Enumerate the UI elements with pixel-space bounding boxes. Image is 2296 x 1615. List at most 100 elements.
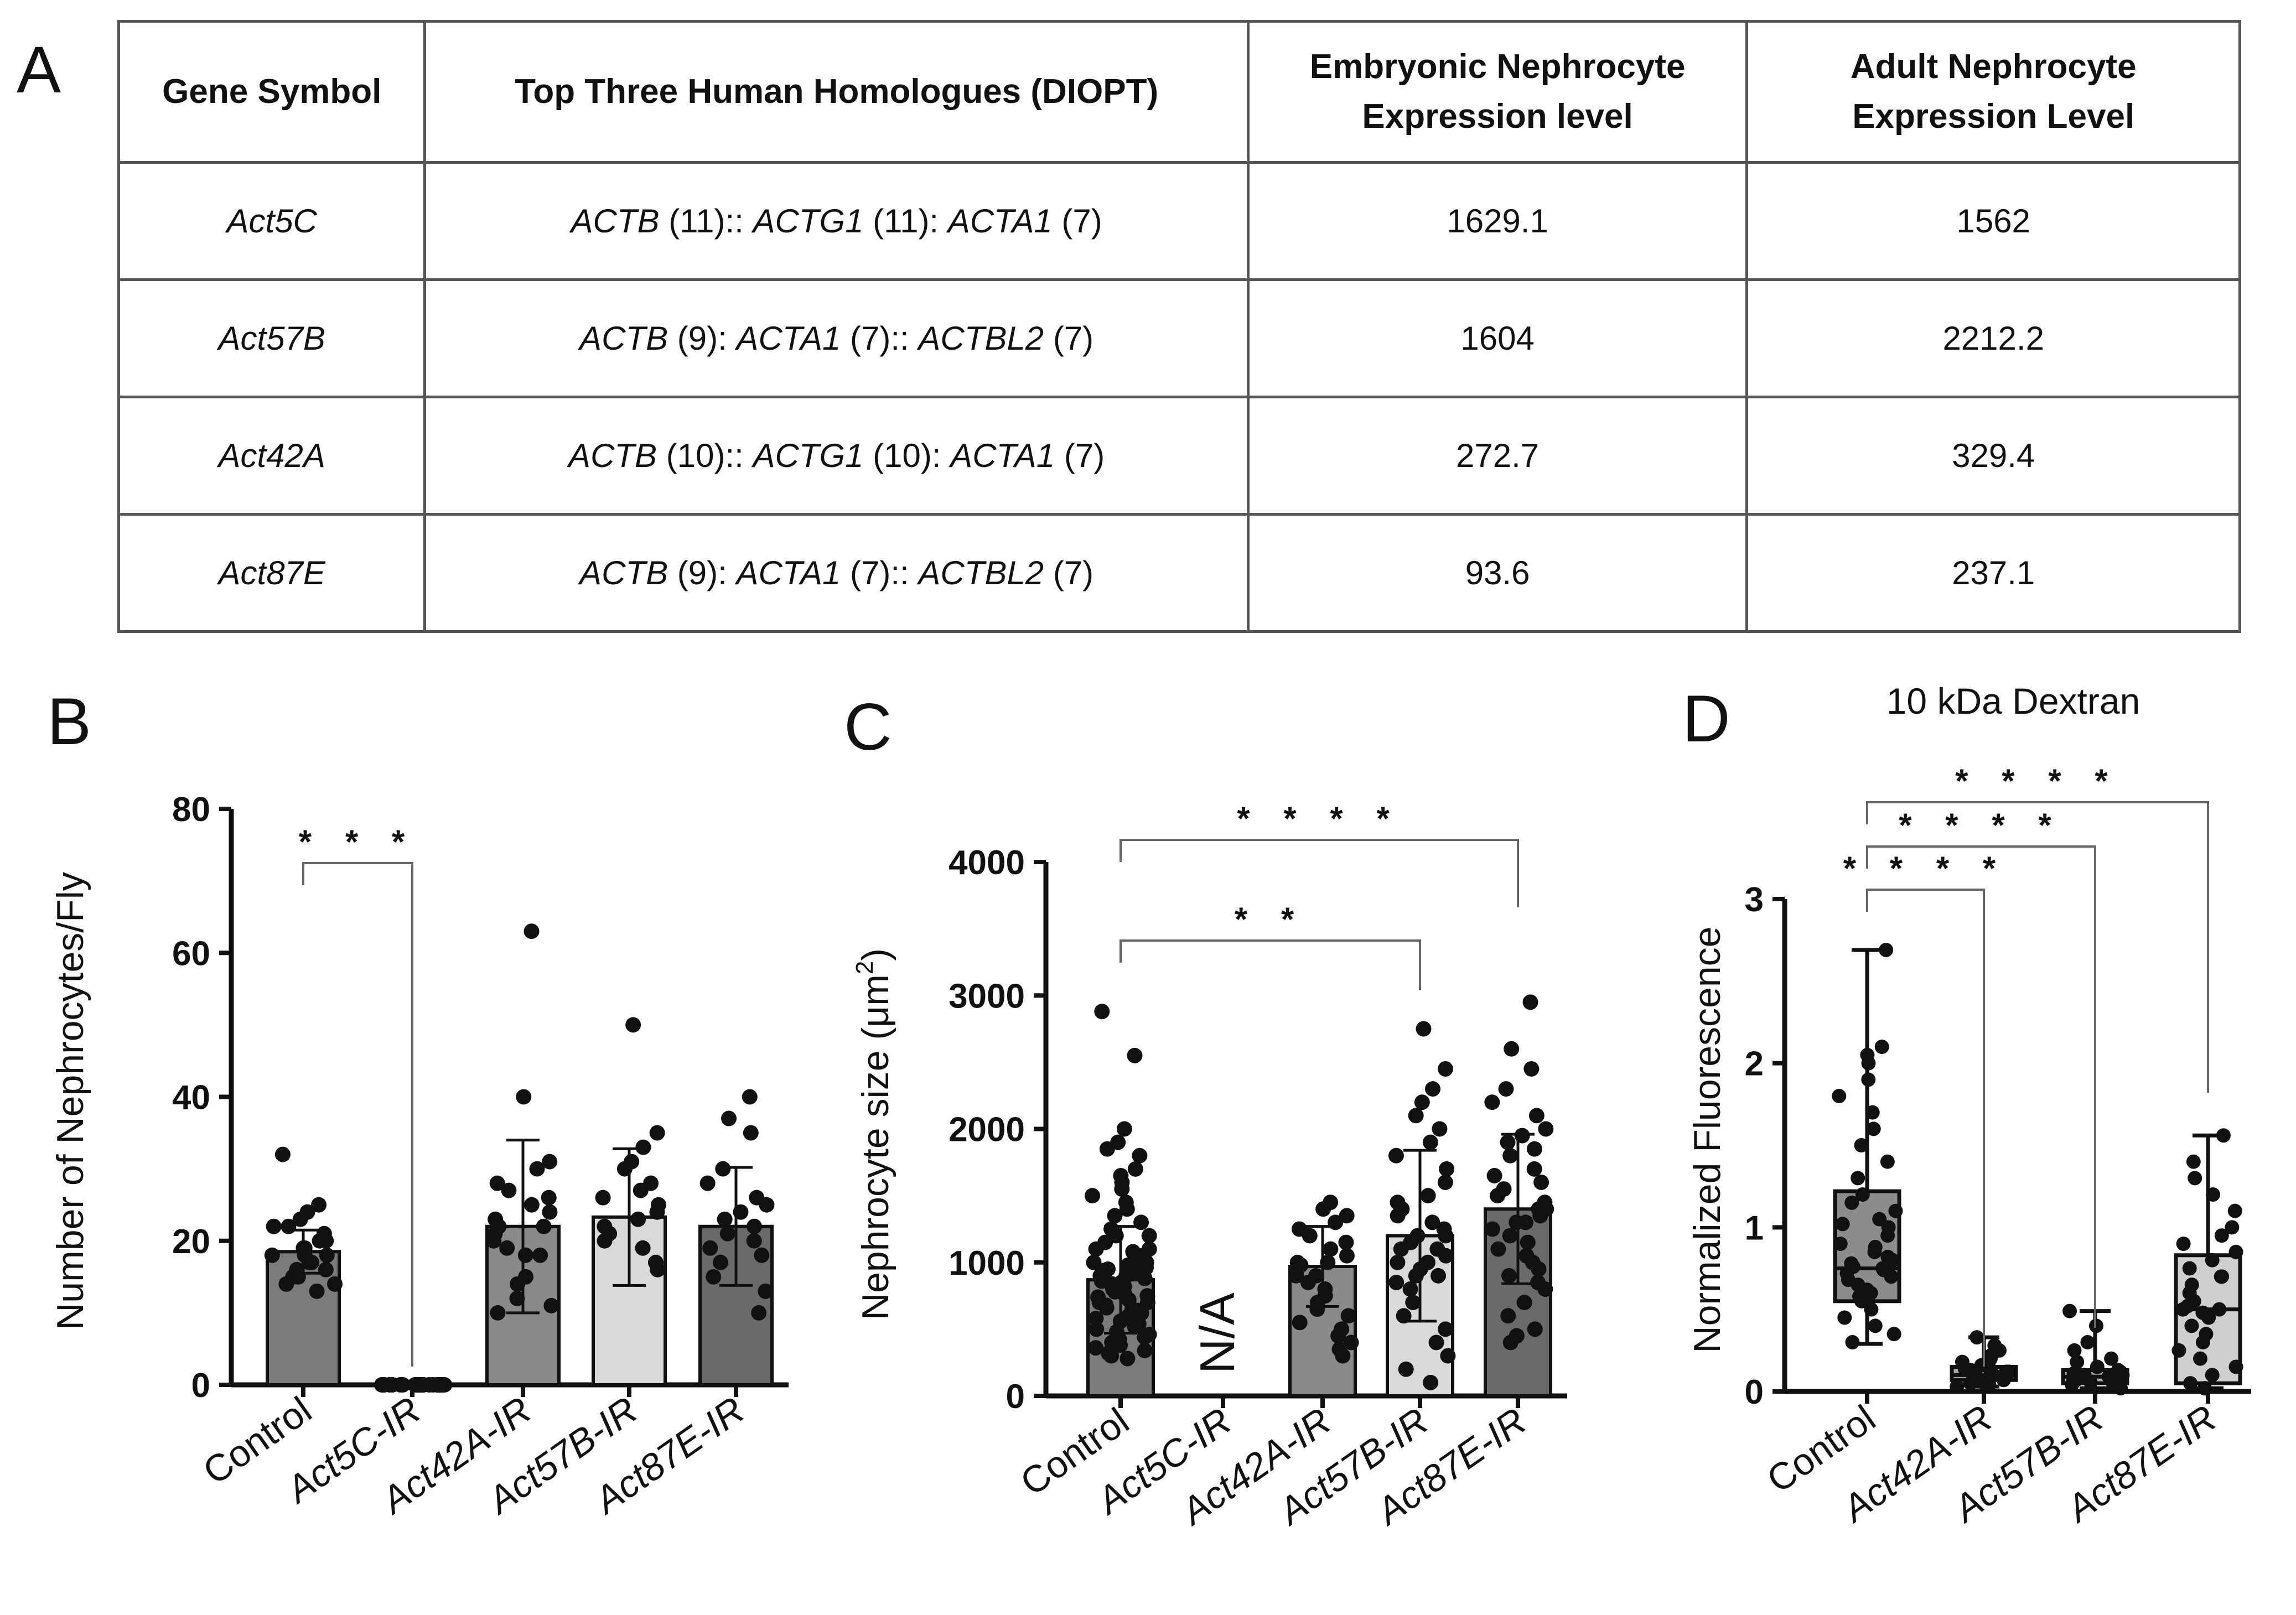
data-point bbox=[1982, 1378, 1997, 1393]
data-point bbox=[1880, 1228, 1895, 1243]
data-point bbox=[595, 1190, 611, 1206]
data-point bbox=[1432, 1121, 1448, 1137]
data-point bbox=[630, 1211, 646, 1227]
cell-gene-symbol: Act57B bbox=[117, 278, 427, 398]
cell-gene-symbol: Act87E bbox=[117, 513, 427, 633]
data-point bbox=[1141, 1228, 1157, 1244]
data-point bbox=[1861, 1056, 1876, 1071]
homologue-score: (10): bbox=[863, 437, 941, 474]
data-point bbox=[719, 1225, 735, 1242]
cell-embryonic-expression: 1629.1 bbox=[1246, 161, 1749, 281]
data-point bbox=[1490, 1241, 1506, 1257]
gene-symbol-text: Act5C bbox=[226, 202, 317, 240]
cell-homologues: ACTB (10):: ACTG1 (10): ACTA1 (7) bbox=[423, 396, 1250, 516]
cell-adult-expression: 237.1 bbox=[1745, 513, 2241, 633]
data-point bbox=[1133, 1214, 1149, 1230]
homologue-score: (7) bbox=[1055, 437, 1105, 474]
y-tick-label: 1 bbox=[1745, 1209, 1764, 1247]
y-axis-label: Normalized Fluorescence bbox=[1686, 927, 1728, 1353]
data-point bbox=[759, 1197, 775, 1213]
data-point bbox=[1416, 1021, 1432, 1037]
y-tick-label: 20 bbox=[172, 1223, 210, 1261]
data-point bbox=[1088, 1241, 1104, 1257]
header-adult-expression: Adult Nephrocyte Expression Level bbox=[1745, 20, 2241, 164]
data-point bbox=[2197, 1381, 2212, 1396]
data-point bbox=[1526, 1161, 1542, 1177]
data-point bbox=[1127, 1047, 1143, 1063]
data-point bbox=[1089, 1321, 1105, 1337]
y-tick-label: 4000 bbox=[949, 844, 1025, 882]
y-tick-label: 3000 bbox=[949, 977, 1025, 1015]
data-point bbox=[747, 1218, 763, 1234]
data-point bbox=[1132, 1147, 1148, 1164]
chart-D: 0123ControlAct42A-IRAct57B-IRAct87E-IRNo… bbox=[1682, 681, 2251, 1531]
data-point bbox=[529, 1161, 545, 1177]
data-point bbox=[2195, 1335, 2210, 1349]
table-row: Act42A ACTB (10):: ACTG1 (10): ACTA1 (7) 2… bbox=[117, 396, 2241, 516]
homologue-name: ACTB bbox=[579, 320, 668, 357]
data-point bbox=[1864, 1302, 1879, 1317]
data-point bbox=[1502, 1334, 1518, 1351]
data-point bbox=[706, 1269, 722, 1285]
data-point bbox=[743, 1125, 759, 1141]
y-tick-label: 1000 bbox=[949, 1244, 1025, 1282]
data-point bbox=[633, 1182, 649, 1198]
data-point bbox=[1502, 1147, 1518, 1164]
data-point bbox=[1302, 1228, 1318, 1244]
homologue-score: (7) bbox=[1044, 554, 1094, 591]
chart-C: 01000200030004000ControlAct5C-IRAct42A-I… bbox=[844, 690, 1567, 1534]
data-point bbox=[1086, 1254, 1102, 1270]
data-point bbox=[2090, 1359, 2105, 1374]
data-point bbox=[1538, 1121, 1554, 1137]
data-point bbox=[1338, 1234, 1354, 1250]
significance-label: * * * bbox=[299, 823, 417, 860]
data-point bbox=[699, 1175, 716, 1191]
data-point bbox=[1288, 1268, 1304, 1284]
data-point bbox=[650, 1261, 666, 1278]
significance-bracket bbox=[1120, 939, 1421, 990]
data-point bbox=[712, 1254, 728, 1270]
data-point bbox=[1490, 1188, 1506, 1204]
y-tick-label: 0 bbox=[1745, 1373, 1764, 1411]
data-point bbox=[1339, 1208, 1355, 1224]
table-row: Act57B ACTB (9): ACTA1 (7):: ACTBL2 (7) 16… bbox=[117, 278, 2241, 398]
data-point bbox=[1522, 994, 1538, 1010]
data-point bbox=[1428, 1334, 1444, 1351]
data-point bbox=[516, 1089, 532, 1105]
data-point bbox=[1308, 1268, 1324, 1284]
data-point bbox=[499, 1240, 515, 1256]
data-point bbox=[1517, 1214, 1533, 1230]
significance-label: * * * * bbox=[1955, 762, 2119, 799]
homologue-name: ACTA1 bbox=[736, 554, 841, 591]
data-point bbox=[1855, 1187, 1870, 1202]
data-point bbox=[1292, 1315, 1308, 1331]
data-point bbox=[1833, 1237, 1848, 1251]
panel-label-a: A bbox=[17, 33, 61, 107]
homologue-name: ACTA1 bbox=[950, 437, 1055, 474]
homologue-score: (7):: bbox=[841, 320, 909, 357]
y-tick-label: 80 bbox=[172, 791, 210, 829]
data-point bbox=[501, 1182, 517, 1198]
data-point bbox=[635, 1240, 651, 1256]
data-point bbox=[2180, 1299, 2195, 1313]
homologue-score: (7) bbox=[1044, 320, 1094, 357]
chart-title: 10 kDa Dextran bbox=[1886, 681, 2140, 721]
data-point bbox=[1112, 1337, 1128, 1353]
data-point bbox=[2104, 1351, 2119, 1366]
data-point bbox=[1408, 1268, 1424, 1284]
data-point bbox=[1854, 1138, 1869, 1152]
data-point bbox=[1088, 1340, 1104, 1356]
data-point bbox=[327, 1276, 343, 1292]
data-point bbox=[1323, 1241, 1339, 1257]
data-point bbox=[1343, 1334, 1359, 1351]
gene-symbol-text: Act57B bbox=[218, 320, 325, 357]
data-point bbox=[2205, 1368, 2220, 1383]
data-point bbox=[1335, 1348, 1351, 1364]
data-point bbox=[319, 1247, 335, 1263]
data-point bbox=[1330, 1328, 1346, 1344]
significance-label: * * * * bbox=[1843, 850, 2008, 887]
data-point bbox=[1437, 1061, 1453, 1077]
y-axis-label-superscript: 2 bbox=[851, 961, 878, 974]
homologue-name: ACTA1 bbox=[736, 320, 841, 357]
data-point bbox=[1538, 1201, 1554, 1217]
